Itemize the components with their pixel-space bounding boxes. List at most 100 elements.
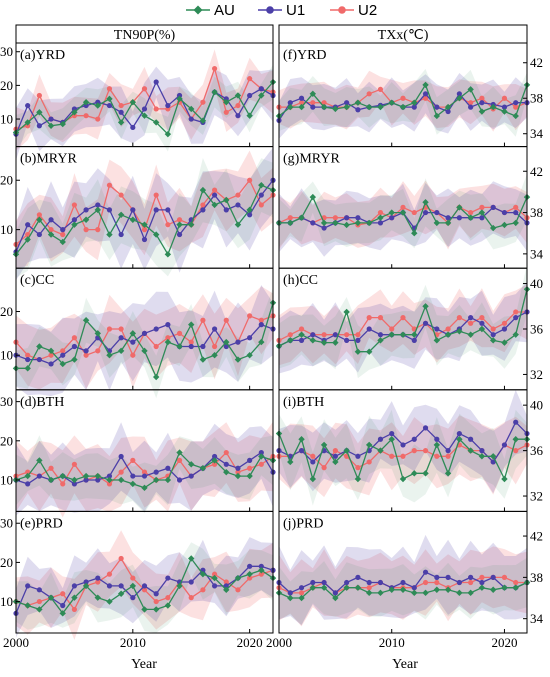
point-u1 [490, 574, 496, 580]
point-u2 [366, 315, 372, 321]
y-tick-label: 20 [0, 304, 13, 319]
point-u1 [106, 473, 113, 479]
point-u2 [211, 343, 218, 350]
point-u2 [332, 215, 338, 221]
point-u2 [83, 227, 89, 233]
point-u2 [445, 326, 451, 332]
point-au [223, 468, 230, 476]
point-u2 [389, 453, 395, 459]
point-u2 [211, 461, 218, 467]
y-tick-label: 38 [530, 91, 543, 106]
point-u2 [501, 574, 508, 580]
point-u1 [165, 207, 171, 213]
point-au [399, 103, 407, 111]
point-u1 [130, 473, 136, 479]
point-u1 [130, 339, 136, 345]
point-u2 [71, 202, 78, 208]
point-au [489, 337, 497, 344]
point-u1 [479, 320, 485, 326]
point-u1 [153, 326, 159, 332]
point-au [388, 331, 395, 338]
y-tick-label: 42 [530, 529, 543, 544]
point-au [354, 348, 362, 355]
point-au [129, 480, 137, 488]
point-au [422, 199, 429, 206]
point-au [422, 589, 429, 597]
point-au [223, 338, 230, 346]
point-u1 [130, 207, 136, 213]
point-au [246, 206, 253, 214]
point-u1 [48, 217, 54, 223]
point-u1 [377, 436, 384, 442]
point-u2 [468, 320, 474, 326]
point-u1 [422, 425, 429, 431]
point-u1 [456, 215, 462, 221]
point-u2 [258, 571, 264, 577]
point-u1 [247, 92, 253, 99]
point-au [59, 472, 66, 480]
point-u1 [434, 574, 440, 580]
point-au [188, 105, 195, 113]
point-u2 [422, 579, 429, 586]
point-u2 [71, 461, 78, 467]
point-u2 [153, 192, 159, 198]
point-au [188, 555, 195, 562]
panel-ayrd: TN90P(%) (a)YRD 10 20 30 [0, 24, 277, 161]
point-u2 [95, 348, 101, 354]
y-tick-label: 30 [0, 394, 13, 409]
point-u2 [490, 326, 496, 332]
point-au [399, 475, 407, 483]
band-au [16, 158, 273, 278]
band-u2 [16, 49, 273, 151]
y-tick-label: 36 [530, 443, 544, 458]
point-u2 [366, 91, 372, 97]
point-au [117, 211, 125, 219]
point-u2 [36, 598, 42, 605]
point-u1 [513, 315, 519, 321]
panel-label: (b)MRYR [20, 152, 77, 167]
point-au [433, 112, 441, 120]
point-au [467, 447, 474, 454]
point-u1 [445, 574, 451, 580]
point-u1 [366, 579, 372, 586]
column-header: TN90P(%) [114, 28, 176, 43]
point-u2 [223, 579, 229, 585]
point-u1 [377, 220, 384, 226]
point-u2 [411, 448, 417, 454]
point-u2 [165, 595, 171, 601]
point-u2 [118, 326, 124, 332]
point-au [164, 130, 172, 138]
point-u1 [321, 579, 327, 586]
y-tick-label: 40 [530, 276, 543, 291]
point-u1 [153, 591, 159, 597]
point-u2 [188, 339, 194, 345]
point-au [433, 337, 441, 344]
point-u2 [434, 579, 440, 586]
point-au [287, 219, 294, 227]
point-u1 [176, 231, 183, 238]
point-au [354, 584, 362, 591]
point-u1 [400, 579, 406, 586]
point-u2 [83, 352, 89, 358]
point-au [309, 193, 317, 201]
point-u2 [118, 555, 124, 562]
point-u1 [165, 465, 171, 471]
point-au [399, 331, 407, 338]
point-au [489, 224, 497, 232]
point-u2 [153, 598, 159, 605]
point-au [444, 331, 452, 338]
point-au [234, 472, 242, 480]
point-u1 [344, 337, 350, 343]
point-u1 [422, 320, 429, 326]
point-au [512, 112, 519, 120]
point-u1 [211, 453, 218, 460]
point-u2 [400, 453, 406, 459]
point-u2 [501, 95, 508, 101]
point-au [188, 461, 195, 468]
point-u1 [411, 104, 417, 110]
point-u2 [332, 448, 338, 454]
point-au [234, 221, 242, 228]
point-u2 [366, 459, 372, 465]
panel-dbth: (d)BTH 10 20 30 [0, 389, 277, 518]
point-au [411, 470, 418, 477]
